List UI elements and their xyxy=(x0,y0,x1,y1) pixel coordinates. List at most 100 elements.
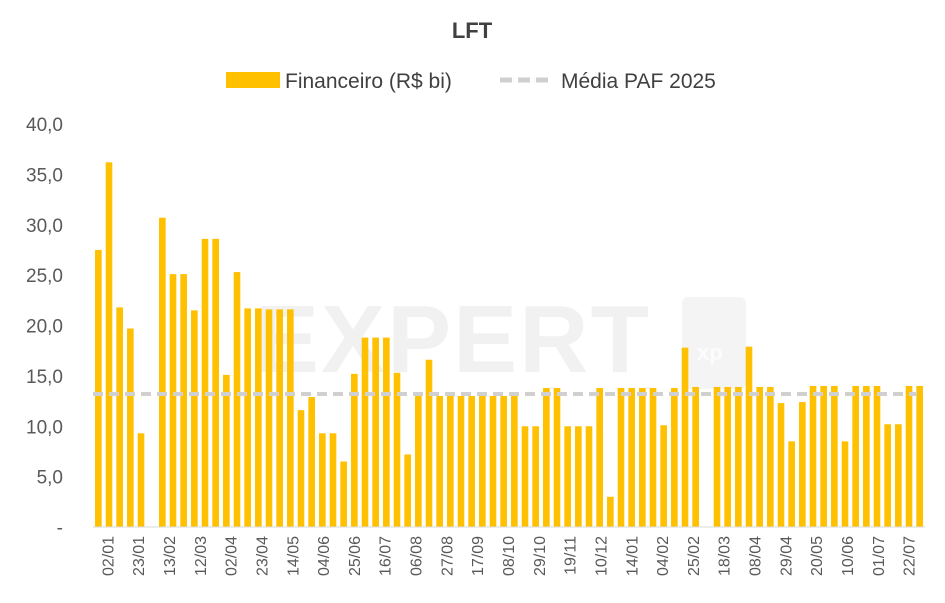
bar xyxy=(500,396,507,527)
x-tick-label: 06/08 xyxy=(409,536,426,576)
x-tick-label: 25/02 xyxy=(686,536,703,576)
bar xyxy=(671,387,678,527)
y-tick-label: 20,0 xyxy=(26,317,63,338)
bar xyxy=(777,403,785,527)
bar xyxy=(553,387,561,527)
x-axis: 02/01 23/01 13/02 12/03 02/04 23/04 14/05 04/06… xyxy=(100,536,918,576)
bars xyxy=(95,162,923,527)
legend-label-financeiro: Financeiro (R$ bi) xyxy=(285,70,452,93)
bar xyxy=(628,387,635,527)
x-tick-label: 02/04 xyxy=(224,536,241,576)
legend-swatch-financeiro xyxy=(226,72,280,88)
x-tick-label: 08/04 xyxy=(748,536,765,576)
bar xyxy=(95,249,102,527)
bar xyxy=(564,426,571,527)
bar xyxy=(457,396,465,527)
bar xyxy=(361,337,369,527)
y-axis: - 5,0 10,0 15,0 20,0 25,0 30,0 35,0 40,0 xyxy=(26,115,63,539)
expert-watermark: EXPERT xp xyxy=(255,286,746,393)
bar xyxy=(799,402,806,527)
x-tick-label: 12/03 xyxy=(193,536,210,576)
bar xyxy=(724,386,731,527)
x-tick-label: 14/01 xyxy=(624,536,641,576)
x-tick-label: 13/02 xyxy=(162,536,179,576)
bar xyxy=(169,274,177,527)
bar xyxy=(756,386,763,527)
x-tick-label: 04/06 xyxy=(316,536,333,576)
bar xyxy=(596,387,603,527)
x-tick-label: 22/07 xyxy=(902,536,919,576)
y-tick-label: - xyxy=(57,518,63,539)
bar xyxy=(745,346,753,527)
x-tick-label: 20/05 xyxy=(809,536,826,576)
bar xyxy=(447,396,454,527)
bar xyxy=(383,337,390,527)
bar xyxy=(895,424,902,527)
x-tick-label: 18/03 xyxy=(717,536,734,576)
x-tick-label: 02/01 xyxy=(100,536,117,576)
x-tick-label: 23/04 xyxy=(254,536,271,576)
y-tick-label: 25,0 xyxy=(26,266,63,287)
x-tick-label: 14/05 xyxy=(285,536,302,576)
bar xyxy=(137,433,145,527)
bar xyxy=(905,385,913,527)
bar xyxy=(884,424,891,527)
x-tick-label: 27/08 xyxy=(439,536,456,576)
y-tick-label: 35,0 xyxy=(26,165,63,186)
bar xyxy=(297,410,305,527)
bar xyxy=(713,386,721,527)
bar xyxy=(212,238,219,527)
x-tick-label: 08/10 xyxy=(501,536,518,576)
x-tick-label: 29/04 xyxy=(778,536,795,576)
bar xyxy=(820,385,827,527)
x-tick-label: 29/10 xyxy=(532,536,549,576)
bar xyxy=(351,373,358,527)
bar xyxy=(404,454,411,527)
bar xyxy=(575,426,582,527)
bar xyxy=(767,386,774,527)
bar xyxy=(532,426,539,527)
x-tick-label: 04/02 xyxy=(655,536,672,576)
watermark-badge-text: xp xyxy=(697,340,723,365)
bar xyxy=(873,385,881,527)
watermark-badge xyxy=(682,297,746,389)
y-tick-label: 10,0 xyxy=(26,417,63,438)
x-tick-label: 10/06 xyxy=(840,536,857,576)
bar xyxy=(489,396,497,527)
bar xyxy=(831,385,838,527)
bar xyxy=(543,387,550,527)
bar xyxy=(425,359,433,527)
bar xyxy=(585,426,593,527)
bar xyxy=(223,374,230,527)
bar xyxy=(244,308,251,527)
bar xyxy=(617,387,625,527)
bar xyxy=(735,386,742,527)
y-tick-label: 40,0 xyxy=(26,115,63,136)
x-tick-label: 17/09 xyxy=(470,536,487,576)
chart-title: LFT xyxy=(452,18,493,43)
x-tick-label: 25/06 xyxy=(347,536,364,576)
bar xyxy=(372,337,379,527)
bar xyxy=(180,274,187,527)
bar xyxy=(660,425,667,527)
bar xyxy=(436,396,443,527)
bar xyxy=(841,441,849,527)
bar xyxy=(916,385,923,527)
bar xyxy=(809,385,817,527)
bar xyxy=(116,307,123,527)
bar xyxy=(340,461,347,527)
bar xyxy=(127,328,134,527)
bar xyxy=(329,433,337,527)
bar xyxy=(511,396,518,527)
x-tick-label: 10/12 xyxy=(593,536,610,576)
y-tick-label: 15,0 xyxy=(26,367,63,388)
bar xyxy=(201,238,209,527)
bar xyxy=(863,385,870,527)
y-tick-label: 5,0 xyxy=(37,468,63,489)
bar xyxy=(479,396,486,527)
bar xyxy=(607,496,614,527)
bar xyxy=(265,309,273,527)
bar xyxy=(308,397,315,527)
bar xyxy=(319,433,326,527)
